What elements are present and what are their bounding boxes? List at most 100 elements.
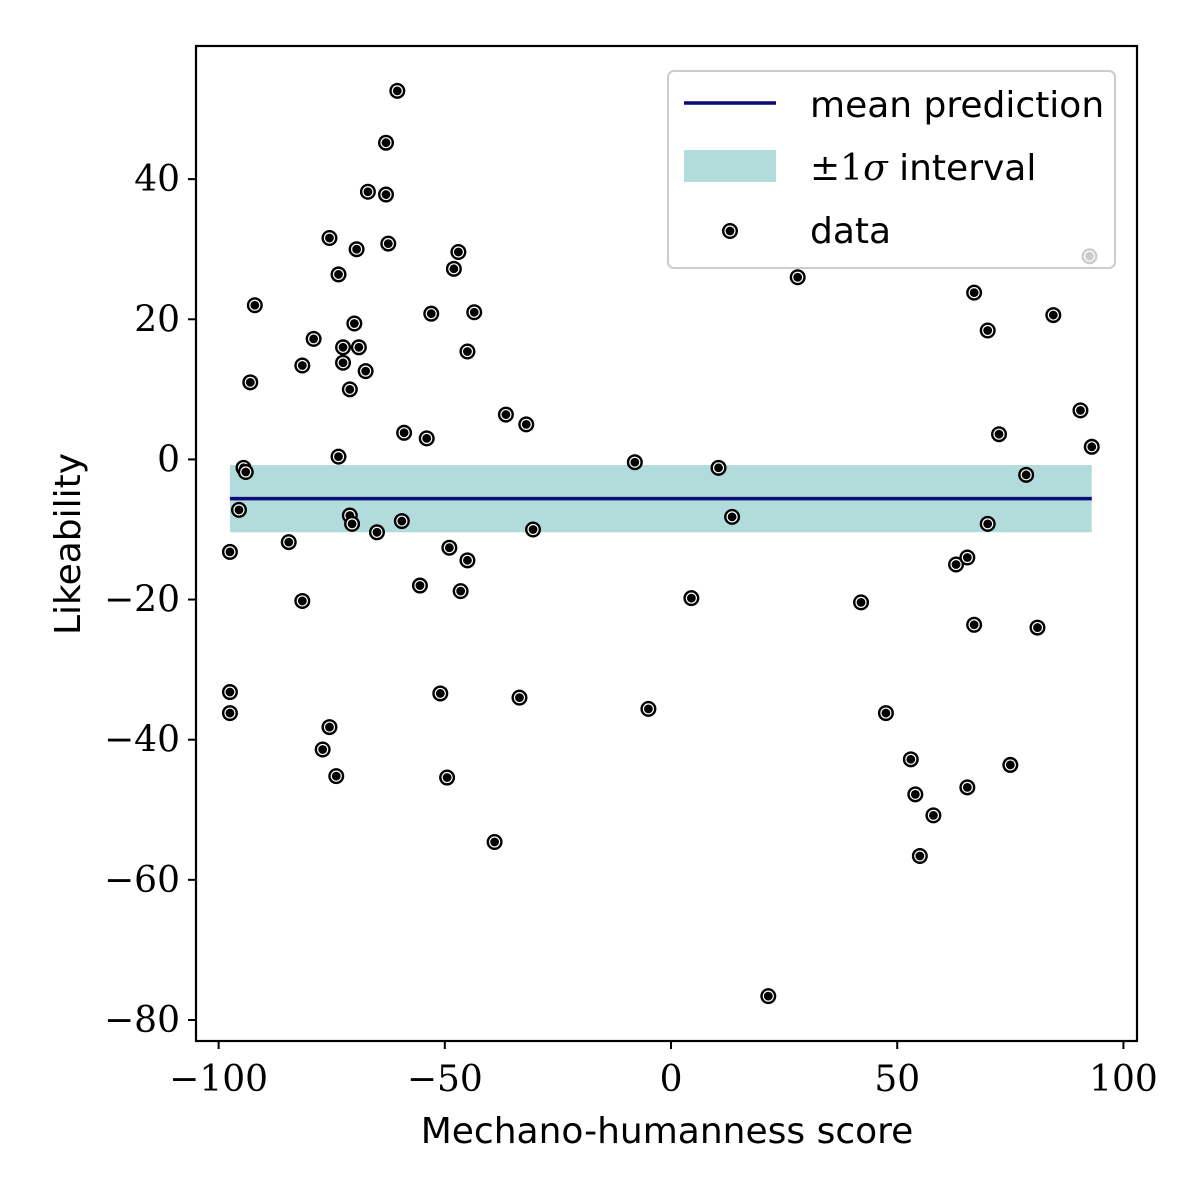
data-point-marker bbox=[518, 416, 535, 433]
x-tick-label: −100 bbox=[169, 1059, 268, 1100]
data-point-marker bbox=[907, 786, 924, 803]
x-tick-label: 100 bbox=[1089, 1059, 1158, 1100]
data-point-ring bbox=[488, 836, 501, 848]
y-tick-label: 40 bbox=[134, 159, 180, 200]
data-point-marker bbox=[368, 524, 385, 541]
data-point bbox=[418, 430, 435, 447]
data-point-marker bbox=[902, 751, 919, 768]
data-point bbox=[640, 700, 657, 717]
y-tick-label: −60 bbox=[104, 860, 180, 901]
data-point-marker bbox=[393, 513, 410, 530]
data-point-ring bbox=[513, 692, 526, 704]
data-point bbox=[344, 515, 361, 532]
data-point-marker bbox=[1072, 402, 1089, 419]
data-point-marker bbox=[1018, 466, 1035, 483]
data-point bbox=[230, 501, 247, 518]
data-point-ring bbox=[968, 619, 980, 631]
data-point-ring bbox=[371, 526, 383, 538]
data-point-ring bbox=[461, 554, 474, 566]
data-point-marker bbox=[280, 534, 297, 551]
data-point-marker bbox=[330, 266, 347, 283]
data-point-marker bbox=[335, 354, 352, 371]
data-point bbox=[396, 424, 413, 441]
data-point-ring bbox=[880, 707, 892, 719]
data-point-marker bbox=[959, 779, 976, 796]
data-point-marker bbox=[294, 357, 311, 374]
data-point-marker bbox=[486, 834, 503, 850]
data-point-ring bbox=[323, 721, 336, 733]
data-point-ring bbox=[905, 753, 917, 765]
data-point-ring bbox=[434, 687, 446, 700]
data-point bbox=[1083, 438, 1100, 455]
data-point bbox=[466, 304, 483, 321]
data-point bbox=[1002, 756, 1019, 773]
data-point bbox=[350, 339, 367, 356]
data-point bbox=[1072, 402, 1089, 419]
data-point-ring bbox=[362, 186, 374, 198]
data-point-marker bbox=[966, 616, 983, 633]
data-point-marker bbox=[305, 330, 322, 347]
data-point-marker bbox=[341, 381, 358, 398]
data-points-layer bbox=[221, 82, 1100, 1005]
x-axis-label: Mechano-humanness score bbox=[421, 1111, 914, 1152]
data-point-ring bbox=[1020, 469, 1032, 481]
data-point-marker bbox=[511, 689, 528, 706]
data-point-ring bbox=[317, 743, 329, 756]
data-point-marker bbox=[359, 183, 376, 200]
data-point-marker bbox=[230, 501, 247, 518]
data-point-ring bbox=[421, 432, 433, 444]
data-point bbox=[221, 705, 238, 722]
data-point-ring bbox=[1074, 404, 1087, 416]
data-point-ring bbox=[914, 850, 926, 862]
data-point-marker bbox=[237, 464, 254, 481]
data-point-marker bbox=[439, 769, 456, 786]
data-point-marker bbox=[979, 515, 996, 532]
data-point bbox=[907, 786, 924, 803]
data-point bbox=[378, 134, 395, 151]
data-point bbox=[348, 241, 365, 258]
data-point bbox=[518, 416, 535, 433]
ticks-layer: −100 −50 0 50 100 −80 −60 −40 −20 0 20 40 bbox=[104, 159, 1158, 1100]
data-point-marker bbox=[380, 235, 397, 252]
data-point bbox=[328, 768, 345, 785]
data-point bbox=[979, 515, 996, 532]
data-point bbox=[335, 354, 352, 371]
y-tick-label: −40 bbox=[104, 720, 180, 761]
legend-point-swatch bbox=[722, 223, 738, 239]
data-point-marker bbox=[760, 988, 777, 1005]
data-point-marker bbox=[221, 705, 238, 722]
data-point-ring bbox=[455, 585, 467, 597]
data-point-marker bbox=[294, 592, 311, 609]
data-point bbox=[321, 229, 338, 246]
data-point bbox=[877, 705, 894, 722]
data-point-ring bbox=[224, 707, 236, 719]
data-point-marker bbox=[411, 577, 428, 594]
data-point-ring bbox=[950, 558, 962, 571]
data-point bbox=[432, 685, 449, 702]
data-point bbox=[439, 769, 456, 786]
data-point-ring bbox=[332, 451, 345, 463]
data-point bbox=[902, 751, 919, 768]
data-point-marker bbox=[350, 339, 367, 356]
data-point-ring bbox=[425, 308, 437, 320]
data-point-ring bbox=[337, 341, 349, 353]
data-point-marker bbox=[314, 741, 331, 758]
data-point-ring bbox=[233, 504, 245, 516]
data-point-ring bbox=[244, 376, 256, 388]
data-point-ring bbox=[332, 268, 345, 281]
data-point-marker bbox=[321, 719, 338, 736]
data-point bbox=[441, 539, 458, 556]
data-point-ring bbox=[224, 686, 236, 698]
data-point-ring bbox=[414, 579, 426, 592]
data-point-ring bbox=[712, 462, 725, 474]
data-point-ring bbox=[249, 299, 261, 311]
data-point-marker bbox=[1045, 307, 1062, 324]
data-point-marker bbox=[979, 322, 996, 339]
data-point-ring bbox=[308, 333, 320, 345]
data-point bbox=[991, 426, 1008, 443]
data-point-ring bbox=[391, 85, 403, 97]
data-point bbox=[966, 284, 983, 301]
data-point bbox=[925, 807, 942, 824]
data-point bbox=[221, 684, 238, 701]
data-point-marker bbox=[683, 590, 700, 607]
